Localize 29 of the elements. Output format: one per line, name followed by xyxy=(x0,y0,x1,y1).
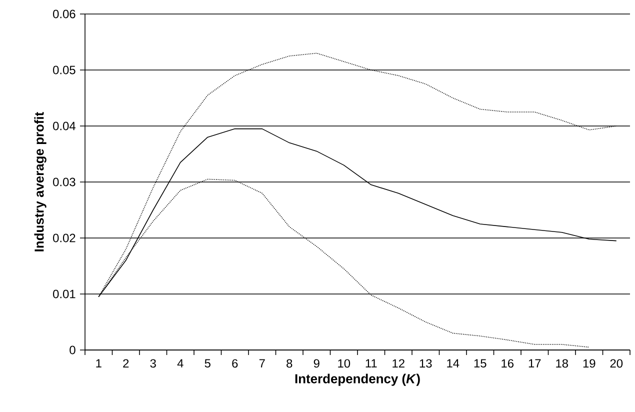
y-tick-label: 0.01 xyxy=(53,290,76,298)
x-tick-label: 16 xyxy=(502,359,514,368)
x-tick-label: 19 xyxy=(583,359,596,368)
x-tick-label: 4 xyxy=(177,359,184,368)
y-tick-label: 0.05 xyxy=(53,66,76,74)
y-tick-label: 0.03 xyxy=(53,178,76,186)
x-tick-label: 3 xyxy=(150,359,156,368)
y-tick-label: 0 xyxy=(70,346,76,354)
x-tick-label: 13 xyxy=(420,359,432,368)
y-tick-label: 0.02 xyxy=(53,234,76,242)
x-tick-label: 15 xyxy=(474,359,486,368)
x-axis-title: Interdependency (K) xyxy=(295,374,420,386)
x-tick-label: 6 xyxy=(232,359,238,368)
x-tick-label: 12 xyxy=(392,359,404,368)
y-tick-label: 0.06 xyxy=(53,10,76,18)
x-tick-label: 1 xyxy=(96,359,102,368)
x-tick-label: 5 xyxy=(204,359,210,368)
x-tick-label: 8 xyxy=(286,359,292,368)
x-tick-label: 9 xyxy=(314,359,320,368)
x-tick-label: 2 xyxy=(123,359,129,368)
x-tick-label: 18 xyxy=(556,359,568,368)
x-tick-label: 7 xyxy=(259,359,265,368)
x-tick-label: 14 xyxy=(447,359,460,368)
x-tick-label: 17 xyxy=(528,359,541,368)
x-tick-label: 20 xyxy=(610,359,623,368)
x-tick-label: 10 xyxy=(338,359,350,368)
y-axis-title: Industry average profit xyxy=(34,112,46,252)
y-tick-label: 0.04 xyxy=(53,122,76,130)
x-tick-label: 11 xyxy=(366,359,377,368)
